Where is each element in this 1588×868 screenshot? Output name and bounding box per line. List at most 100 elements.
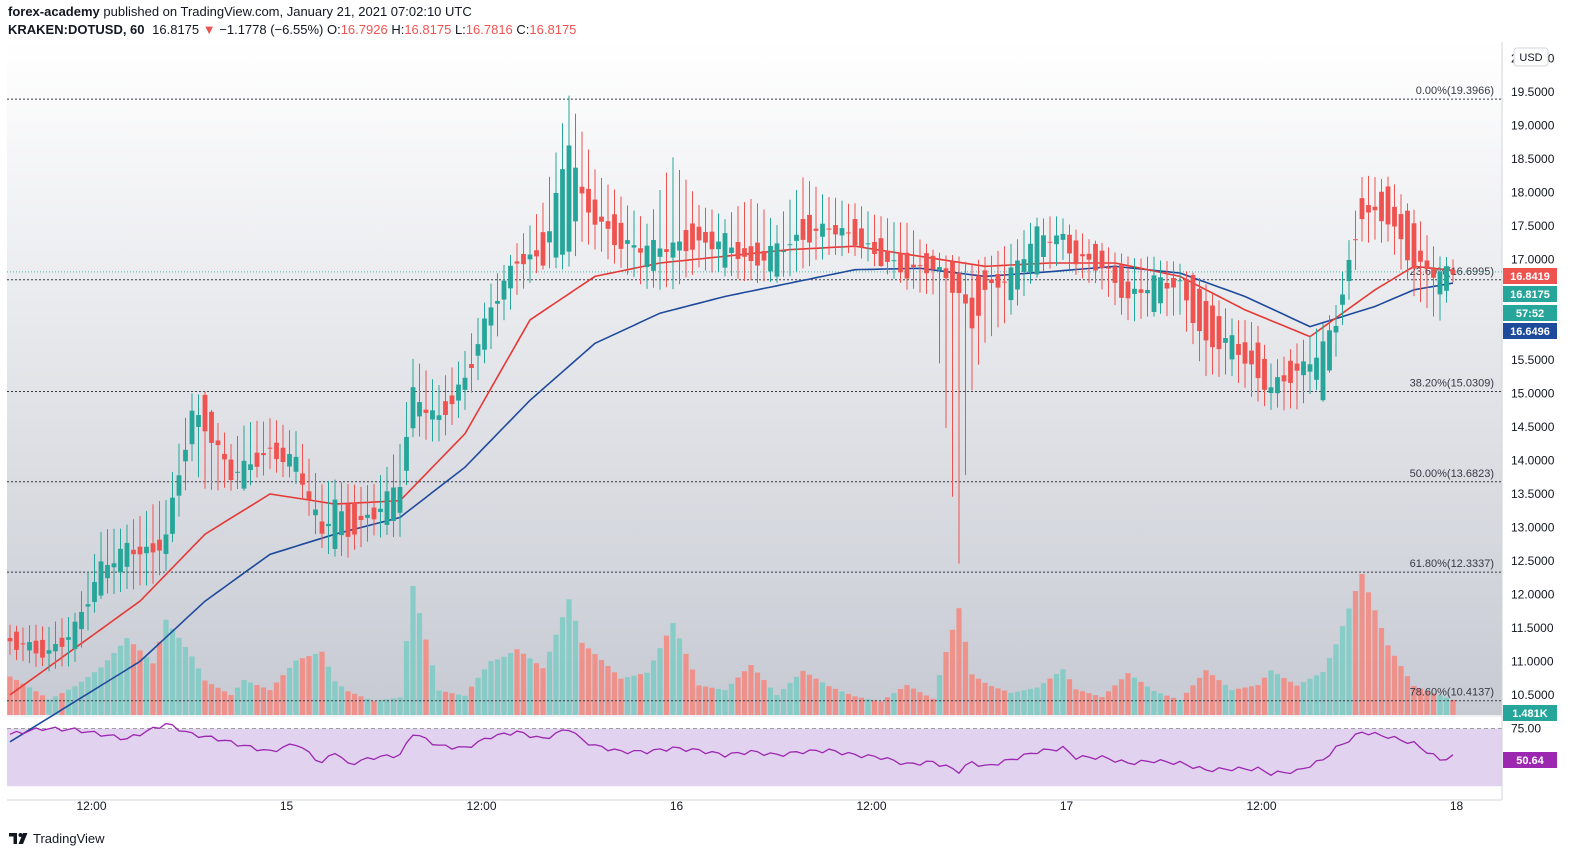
candle-body [677, 241, 682, 251]
candle-body [1411, 223, 1417, 269]
tradingview-footer[interactable]: TradingView [8, 830, 105, 846]
candle [1086, 239, 1092, 283]
volume-bar [1437, 695, 1443, 715]
candle-body [1262, 358, 1267, 390]
volume-bar [689, 669, 696, 715]
candle-body [846, 232, 851, 234]
candle-body [267, 447, 273, 449]
candle [995, 250, 1001, 328]
candle-body [1327, 330, 1332, 371]
candle-body [833, 225, 838, 235]
candle [423, 370, 429, 440]
volume-bar [832, 688, 839, 715]
candle-body [1372, 206, 1378, 211]
candle-body [514, 261, 520, 264]
candle-body [852, 219, 858, 246]
candle-body [865, 243, 871, 245]
volume-bar [1430, 693, 1437, 715]
volume-bar [904, 685, 910, 715]
candle-body [722, 233, 728, 268]
ema-slow-price-tag-text: 16.6496 [1510, 326, 1550, 338]
currency-badge [1513, 47, 1549, 67]
candle-body [1236, 343, 1241, 355]
candle-body [92, 582, 97, 603]
candle [846, 203, 851, 254]
candle-body [72, 621, 78, 650]
volume-bar [995, 688, 1001, 715]
candle [781, 211, 786, 277]
candle [1002, 246, 1007, 324]
candle [1190, 272, 1196, 345]
candle [371, 483, 377, 536]
candle-body [1437, 272, 1443, 295]
candle [85, 571, 91, 631]
candle-body [150, 543, 156, 553]
time-tick-label: 12:00 [466, 799, 496, 813]
volume-bar [156, 641, 163, 715]
volume-bar [507, 653, 514, 715]
candle-body [1385, 186, 1391, 225]
candle [1216, 300, 1222, 377]
candle [657, 190, 663, 290]
volume-bar [1190, 685, 1196, 715]
volume-bar [1138, 681, 1144, 715]
candle-body [475, 344, 481, 356]
candle-body [1119, 265, 1124, 298]
symbol-label[interactable]: KRAKEN:DOTUSD, 60 [8, 22, 145, 37]
volume-bar [1235, 688, 1242, 715]
publisher-name[interactable]: forex-academy [8, 4, 100, 19]
candle [7, 624, 13, 655]
candle [378, 475, 383, 538]
candle [1015, 239, 1020, 306]
candle-body [222, 453, 227, 460]
volume-bar [1099, 697, 1105, 715]
volume-bar [1352, 591, 1359, 715]
volume-bar [293, 660, 299, 715]
candle-body [1034, 226, 1040, 275]
candle-body [891, 260, 897, 262]
candle-body [345, 504, 351, 537]
candle [924, 243, 929, 294]
rsi-tick-label: 75.00 [1511, 722, 1541, 736]
candle [1093, 240, 1098, 284]
candle [547, 176, 552, 269]
ema-fast-price-tag-text: 16.8419 [1510, 271, 1550, 283]
volume-bar [1222, 685, 1229, 715]
candle-body [1294, 363, 1300, 371]
candle-body [443, 401, 448, 415]
candle [1307, 335, 1313, 395]
volume-bar [520, 653, 527, 715]
volume-bar [728, 683, 735, 715]
candle [937, 252, 942, 364]
price-tick-label: 10.5000 [1511, 688, 1555, 702]
candle [573, 113, 578, 257]
volume-bar [85, 677, 91, 715]
candle-body [735, 241, 741, 260]
volume-bar [1417, 688, 1424, 715]
volume-bar [163, 619, 169, 715]
volume-bar [670, 623, 676, 715]
candle-body [449, 395, 455, 405]
candle-body [66, 637, 71, 640]
candle-body [397, 487, 403, 513]
close-label: C: [516, 22, 530, 37]
candle [1398, 194, 1404, 270]
candle-body [631, 245, 637, 248]
candle [137, 516, 143, 586]
volume-bar [884, 697, 891, 715]
candle [241, 425, 247, 491]
candle [306, 458, 312, 516]
volume-bar [345, 691, 351, 715]
candle-body [1028, 243, 1033, 272]
candle [1249, 322, 1254, 397]
candle-body [1398, 214, 1404, 240]
volume-bar [1404, 676, 1411, 715]
candle [456, 361, 461, 418]
candle [625, 205, 630, 275]
candle-body [1184, 279, 1189, 301]
candle [1372, 176, 1378, 240]
price-tick-label: 18.0000 [1511, 186, 1555, 200]
candle [1431, 246, 1436, 317]
volume-bar [351, 693, 358, 715]
